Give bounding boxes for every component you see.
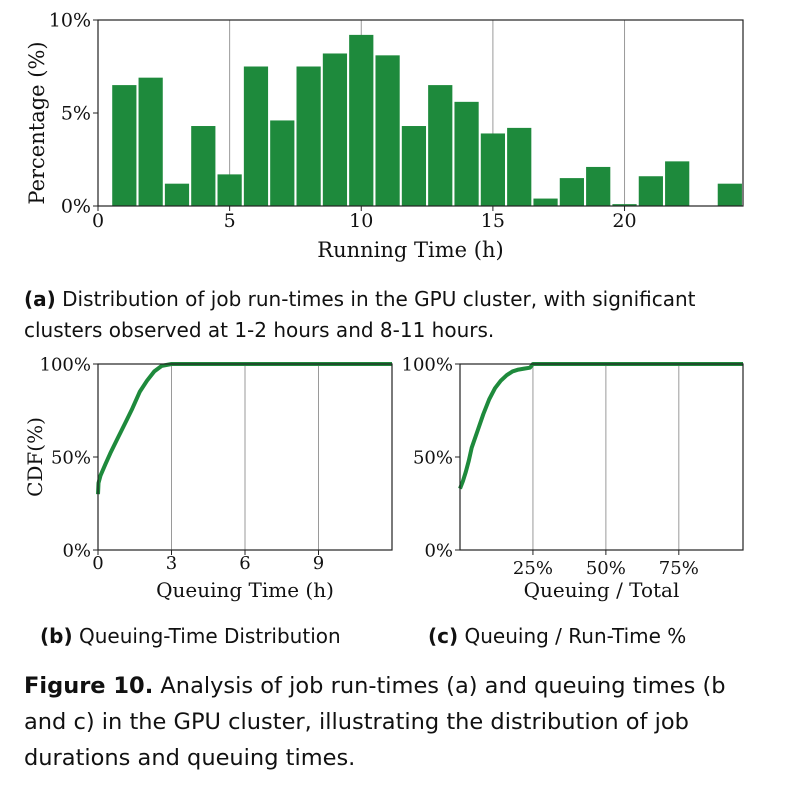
caption-b-label: (b): [40, 624, 73, 648]
c-x-tick-label: 75%: [659, 558, 699, 579]
a-bar: [480, 133, 506, 206]
a-bar: [428, 85, 453, 206]
caption-a: (a) Distribution of job run-times in the…: [24, 284, 764, 346]
a-bar: [717, 183, 742, 206]
a-bar: [612, 204, 637, 206]
a-bar: [401, 126, 427, 206]
b-y-tick-label: 100%: [40, 354, 91, 375]
a-x-tick-label: 10: [349, 210, 373, 232]
b-x-tick-label: 0: [92, 553, 103, 574]
c-y-tick-label: 0%: [424, 540, 453, 561]
b-y-tick-label: 0%: [62, 540, 91, 561]
figure-caption-text: Analysis of job run-times (a) and queuin…: [24, 673, 726, 771]
figure-caption: Figure 10. Analysis of job run-times (a)…: [24, 668, 764, 776]
a-bar: [296, 66, 321, 206]
a-bar: [559, 178, 584, 206]
a-bar: [638, 176, 663, 206]
a-y-axis-title: Percentage (%): [25, 41, 49, 204]
c-x-tick-label: 50%: [586, 558, 626, 579]
chart-b-queuing-time-cdf: 0% 50% 100% 0 3 6 9 Queuing Time (h) CDF(%): [23, 354, 393, 602]
a-x-tick-label: 20: [612, 210, 636, 232]
caption-c-text: Queuing / Run-Time %: [458, 624, 687, 648]
b-x-tick-label: 3: [166, 553, 177, 574]
caption-c-label: (c): [428, 624, 459, 648]
b-y-axis-title: CDF(%): [23, 417, 47, 497]
c-cdf-line: [458, 362, 743, 490]
c-x-axis-title: Queuing / Total: [524, 578, 680, 602]
b-x-axis-title: Queuing Time (h): [156, 578, 334, 602]
b-x-tick-label: 9: [313, 553, 324, 574]
a-y-tick-label: 5%: [61, 103, 91, 125]
a-x-tick-label: 15: [481, 210, 505, 232]
c-plot-frame: [459, 363, 744, 551]
a-bar: [270, 120, 295, 206]
chart-a-running-time-histogram: 0% 5% 10% 0 5 10 15 20 Running Time (h) Percentag…: [25, 10, 744, 262]
a-bar: [164, 183, 190, 206]
a-bar: [507, 127, 532, 206]
chart-c-queuing-ratio-cdf: 0% 50% 100% 25% 50% 75%Queuing / Total: [402, 354, 744, 602]
caption-b-text: Queuing-Time Distribution: [72, 624, 341, 648]
a-x-tick-label: 5: [224, 210, 236, 232]
caption-a-label: (a): [24, 287, 56, 311]
a-x-tick-label: 0: [92, 210, 104, 232]
a-bar: [112, 85, 137, 206]
a-bar: [665, 161, 690, 206]
a-bar: [454, 101, 479, 206]
a-bar: [217, 174, 242, 206]
a-bar: [375, 55, 400, 207]
a-bar: [322, 53, 348, 207]
a-x-axis-title: Running Time (h): [317, 238, 503, 262]
a-bar: [349, 34, 374, 206]
a-y-tick-label: 10%: [49, 10, 91, 32]
figure-caption-label: Figure 10.: [24, 673, 154, 699]
caption-a-text: Distribution of job run-times in the GPU…: [24, 287, 696, 342]
caption-c: (c) Queuing / Run-Time %: [428, 624, 686, 648]
a-y-tick-label: 0%: [61, 196, 91, 218]
b-x-tick-label: 6: [239, 553, 250, 574]
b-y-tick-label: 50%: [51, 447, 91, 468]
c-x-tick-label: 25%: [513, 558, 553, 579]
a-bar: [586, 166, 611, 206]
a-bar: [138, 77, 163, 206]
a-bar: [191, 126, 216, 206]
caption-b: (b) Queuing-Time Distribution: [40, 624, 341, 648]
c-y-tick-label: 50%: [413, 447, 453, 468]
c-y-tick-label: 100%: [402, 354, 453, 375]
a-bar: [243, 66, 269, 206]
a-bar: [533, 198, 558, 206]
